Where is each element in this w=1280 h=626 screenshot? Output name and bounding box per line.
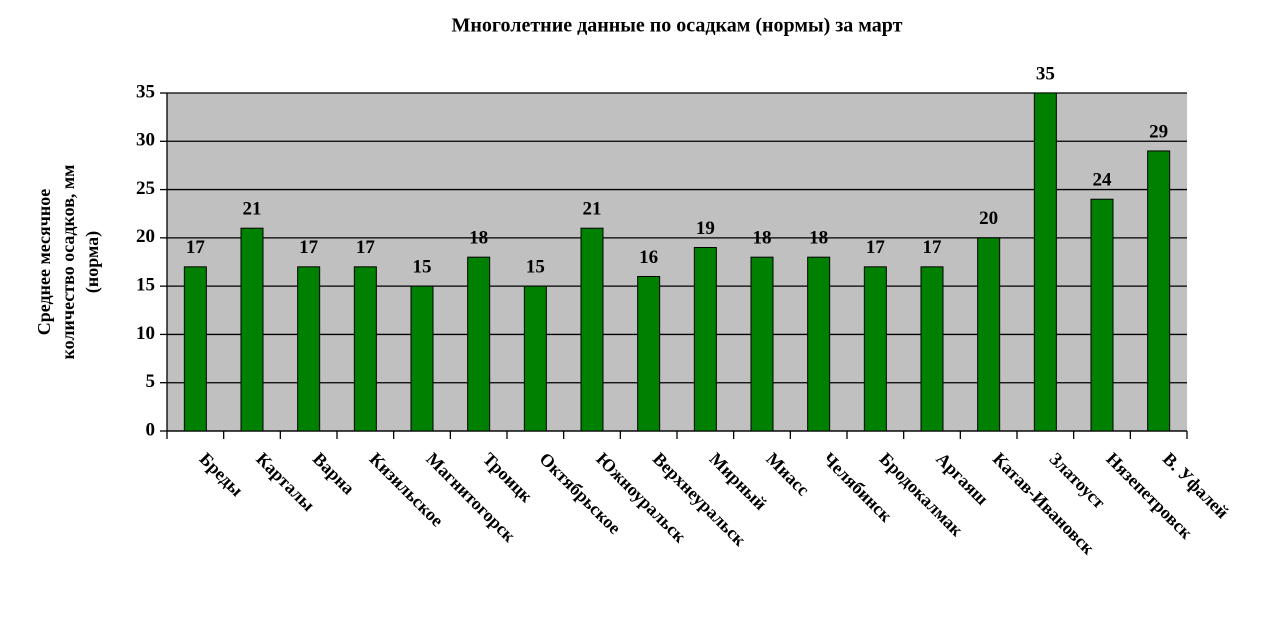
bar [807, 256, 831, 432]
data-label: 24 [1093, 170, 1113, 191]
bar [353, 266, 377, 432]
data-label: 19 [696, 218, 715, 239]
bar [467, 256, 491, 432]
data-label: 21 [243, 199, 262, 220]
bar [580, 227, 604, 432]
bar [297, 266, 321, 432]
bar [240, 227, 264, 432]
y-tick-label: 30 [136, 130, 155, 151]
y-tick-label: 25 [136, 178, 155, 199]
x-tick-label: Миасс [762, 449, 813, 500]
bar [1147, 150, 1171, 432]
x-tick-label: Бреды [196, 449, 247, 500]
data-label: 16 [639, 247, 658, 268]
bar [863, 266, 887, 432]
x-tick-label: Троицк [479, 449, 537, 507]
data-label: 20 [979, 208, 998, 229]
bar [183, 266, 207, 432]
x-tick-label: Варна [309, 449, 359, 499]
bar [977, 237, 1001, 432]
bar [410, 285, 434, 432]
data-label: 17 [356, 237, 376, 258]
y-tick-label: 15 [136, 275, 155, 296]
data-label: 17 [923, 237, 943, 258]
bar [1033, 92, 1057, 432]
data-label: 15 [526, 257, 545, 278]
y-tick-label: 35 [136, 81, 155, 102]
data-label: 17 [866, 237, 886, 258]
data-label: 35 [1036, 63, 1055, 84]
bar [523, 285, 547, 432]
data-label: 21 [583, 199, 602, 220]
data-label: 15 [413, 257, 432, 278]
chart-title: Многолетние данные по осадкам (нормы) за… [452, 15, 903, 37]
data-label: 17 [186, 237, 206, 258]
y-tick-label: 20 [136, 226, 155, 247]
y-axis-label: Среднее месячное количество осадков, мм (н… [34, 165, 103, 360]
bar [637, 275, 661, 432]
bar [1090, 198, 1114, 432]
plot-area [167, 93, 1187, 431]
bar [920, 266, 944, 432]
x-tick-label: Катав-Ивановск [989, 449, 1099, 559]
y-tick-label: 0 [146, 419, 156, 440]
data-label: 18 [809, 228, 828, 249]
data-label: 18 [753, 228, 772, 249]
data-label: 17 [299, 237, 319, 258]
bar [693, 247, 717, 432]
data-label: 18 [469, 228, 488, 249]
y-tick-label: 5 [146, 371, 156, 392]
bar [750, 256, 774, 432]
x-tick-label: Карталы [252, 449, 318, 515]
y-tick-label: 10 [136, 323, 155, 344]
data-label: 29 [1149, 121, 1168, 142]
